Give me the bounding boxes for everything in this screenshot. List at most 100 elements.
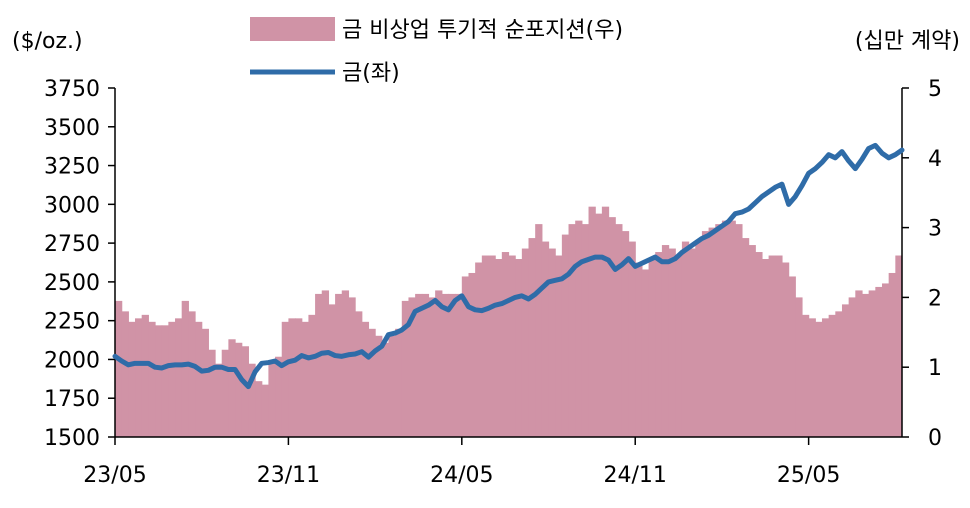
position-bar xyxy=(388,335,396,437)
position-bar xyxy=(555,255,563,437)
position-bar xyxy=(408,297,416,437)
position-bar xyxy=(141,314,149,437)
right-tick-label: 2 xyxy=(928,286,942,311)
position-bar xyxy=(875,286,883,437)
position-bar xyxy=(861,293,870,437)
position-bar xyxy=(328,304,336,437)
position-bar xyxy=(835,311,843,437)
position-bar xyxy=(621,231,630,437)
left-tick-label: 2250 xyxy=(44,310,100,335)
position-bar xyxy=(228,339,236,437)
position-bar xyxy=(548,248,556,437)
position-bar xyxy=(215,363,223,437)
left-tick-label: 2500 xyxy=(44,271,100,296)
position-bar xyxy=(821,318,830,437)
position-bar xyxy=(461,276,470,437)
position-bar xyxy=(501,252,510,437)
position-bar xyxy=(361,321,370,437)
position-bar xyxy=(608,217,616,437)
gold-price-line xyxy=(112,142,905,390)
position-bar xyxy=(301,321,310,437)
position-bar xyxy=(775,255,783,437)
position-bar xyxy=(815,321,823,437)
right-tick-label: 0 xyxy=(928,426,942,451)
x-tick-label: 25/05 xyxy=(777,463,840,488)
position-bar xyxy=(201,328,209,437)
position-bar xyxy=(321,290,330,437)
position-bar xyxy=(788,276,796,437)
position-bar xyxy=(695,241,703,437)
position-bar xyxy=(475,262,483,437)
left-tick-label: 1750 xyxy=(44,387,100,412)
position-bar xyxy=(841,304,850,437)
position-bar xyxy=(628,241,636,437)
position-bar xyxy=(121,311,129,437)
legend: 금 비상업 투기적 순포지션(우) 금(좌) xyxy=(250,17,623,86)
right-tick-label: 3 xyxy=(928,217,942,242)
position-bar xyxy=(741,238,750,437)
x-tick-label: 24/11 xyxy=(604,463,667,488)
position-bar xyxy=(335,293,343,437)
position-bar xyxy=(595,213,603,437)
position-bar xyxy=(855,290,863,437)
position-bar xyxy=(568,224,576,437)
position-bar xyxy=(701,231,710,437)
left-tick-label: 3250 xyxy=(44,155,100,180)
legend-area-swatch xyxy=(250,17,335,41)
legend-area-label: 금 비상업 투기적 순포지션(우) xyxy=(342,18,623,43)
position-bar xyxy=(448,293,456,437)
position-bar xyxy=(615,224,623,437)
position-bar xyxy=(828,314,836,437)
x-tick-label: 23/11 xyxy=(257,463,320,488)
position-bar xyxy=(668,248,676,437)
position-bar xyxy=(575,220,583,437)
x-tick-label: 23/05 xyxy=(83,463,146,488)
left-unit-label: ($/oz.) xyxy=(12,29,83,54)
left-tick-label: 2750 xyxy=(44,232,100,257)
position-bar xyxy=(528,238,536,437)
position-bar xyxy=(281,321,290,437)
position-bar xyxy=(708,227,716,437)
position-bar xyxy=(435,290,443,437)
position-bar xyxy=(588,206,596,437)
position-bar xyxy=(341,290,350,437)
position-bar xyxy=(801,314,810,437)
position-bar xyxy=(648,259,656,437)
position-bar xyxy=(315,293,323,437)
position-bar xyxy=(428,297,436,437)
position-bar xyxy=(715,224,723,437)
position-bar xyxy=(368,328,376,437)
position-bar xyxy=(888,272,896,437)
position-bar xyxy=(381,342,390,437)
position-bar xyxy=(455,293,463,437)
position-bar xyxy=(188,311,196,437)
position-bar xyxy=(115,300,123,437)
position-bar xyxy=(288,318,296,437)
position-bar xyxy=(161,325,169,437)
position-bar xyxy=(208,349,216,437)
position-bar xyxy=(561,234,570,437)
right-tick-label: 1 xyxy=(928,356,942,381)
position-bar xyxy=(415,293,423,437)
position-bar xyxy=(441,293,450,437)
position-bar xyxy=(535,224,543,437)
position-bar xyxy=(895,255,902,437)
position-bar xyxy=(768,255,776,437)
axes xyxy=(114,88,903,438)
position-bar xyxy=(761,259,770,437)
right-tick-label: 5 xyxy=(928,77,942,102)
position-bar xyxy=(268,360,276,437)
position-bar xyxy=(241,346,249,437)
position-bar xyxy=(881,283,890,437)
position-bar xyxy=(868,290,876,437)
right-unit-label: (십만 계약) xyxy=(855,29,960,54)
left-tick-label: 3500 xyxy=(44,116,100,141)
position-bar xyxy=(508,255,516,437)
position-bar xyxy=(181,300,189,437)
left-tick-label: 3750 xyxy=(44,77,100,102)
position-bar xyxy=(128,321,136,437)
position-bar xyxy=(221,349,229,437)
position-bar xyxy=(641,269,650,437)
position-bar xyxy=(661,245,670,437)
